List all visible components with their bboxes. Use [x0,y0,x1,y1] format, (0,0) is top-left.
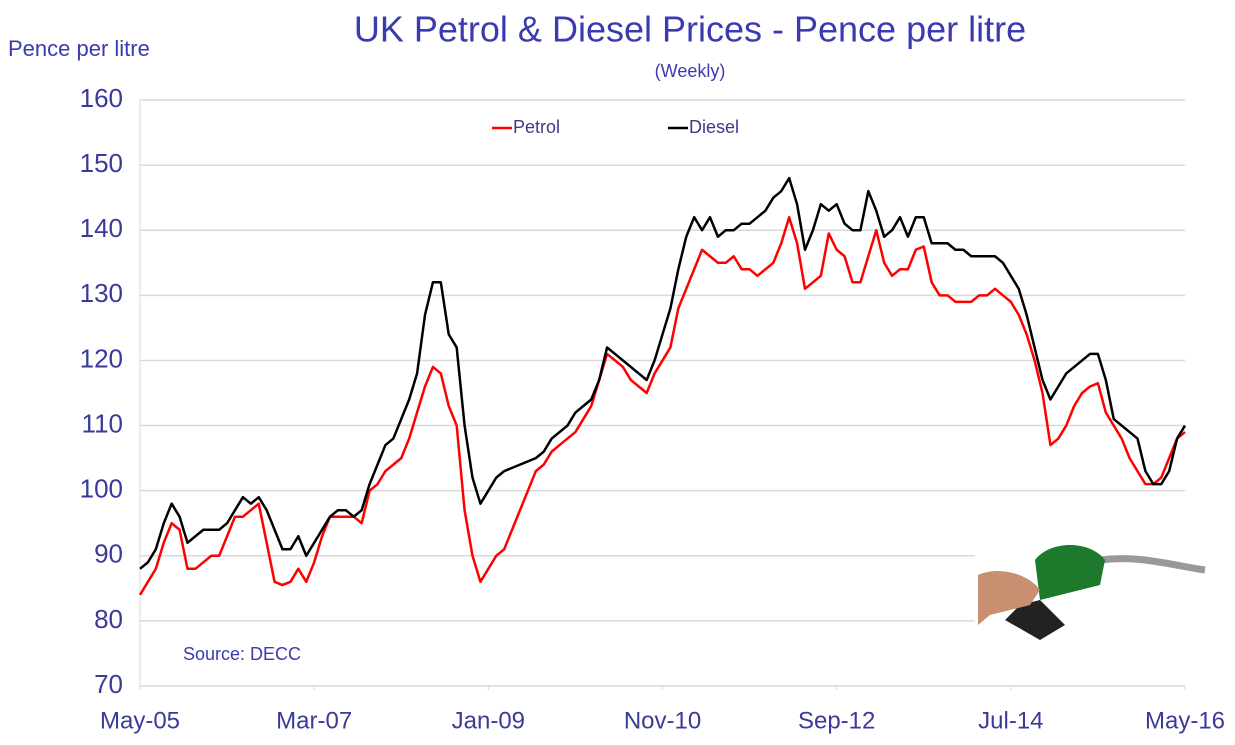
x-tick-label: Jan-09 [452,707,525,734]
y-tick-label: 80 [94,604,123,634]
y-axis-label: Pence per litre [8,36,150,61]
y-tick-label: 130 [80,278,123,308]
x-tick-label: May-05 [100,707,180,734]
y-tick-label: 90 [94,539,123,569]
chart-subtitle: (Weekly) [655,61,726,81]
y-tick-label: 140 [80,213,123,243]
x-tick-label: May-16 [1145,707,1225,734]
x-tick-label: Sep-12 [798,707,875,734]
chart: UK Petrol & Diesel Prices - Pence per li… [0,0,1235,745]
y-tick-label: 100 [80,474,123,504]
x-tick-label: Jul-14 [978,707,1043,734]
series-line [140,178,1185,569]
x-tick-label: Mar-07 [276,707,352,734]
y-tick-label: 120 [80,343,123,373]
y-tick-label: 110 [82,408,123,438]
y-tick-label: 150 [80,148,123,178]
pump-image [975,525,1217,655]
y-tick-label: 160 [80,83,123,113]
chart-title: UK Petrol & Diesel Prices - Pence per li… [354,9,1026,50]
legend-label: Diesel [689,117,739,137]
source-note: Source: DECC [183,644,301,664]
y-tick-label: 70 [94,669,123,699]
legend-label: Petrol [513,117,560,137]
x-tick-label: Nov-10 [624,707,701,734]
